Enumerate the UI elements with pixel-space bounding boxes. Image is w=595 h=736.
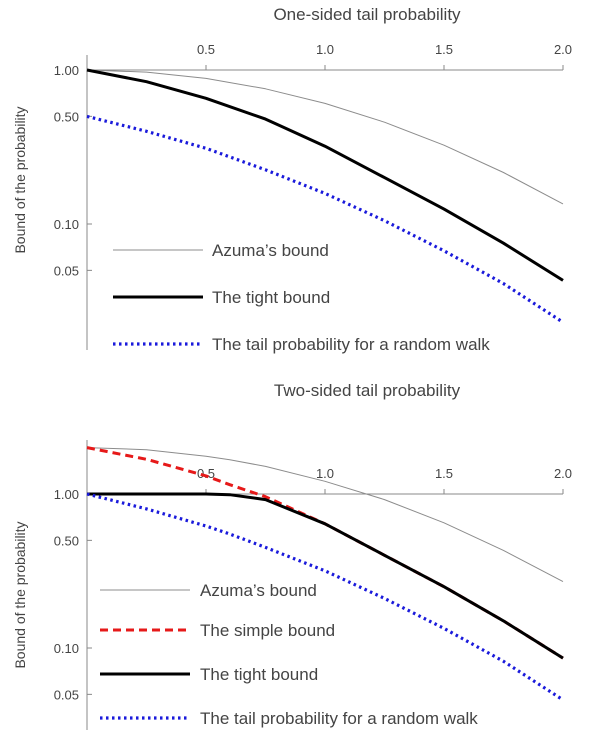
x-ticks: 0.5 1.0 1.5 2.0 — [197, 42, 572, 70]
y-tick-label: 0.50 — [54, 109, 79, 124]
x-tick-label: 1.0 — [316, 466, 334, 481]
y-ticks: 1.00 0.50 0.10 0.05 — [54, 487, 92, 702]
y-ticks: 1.00 0.50 0.10 0.05 — [54, 63, 92, 278]
chart-title: One-sided tail probability — [273, 5, 461, 24]
legend-label: The tight bound — [212, 288, 330, 307]
y-tick-label: 1.00 — [54, 487, 79, 502]
chart-one-sided: One-sided tail probability Bound of the … — [12, 5, 572, 354]
x-tick-label: 0.5 — [197, 466, 215, 481]
chart-title: Two-sided tail probability — [274, 381, 461, 400]
series-group — [86, 446, 564, 702]
y-tick-label: 0.10 — [54, 641, 79, 656]
series-line-2 — [86, 114, 564, 324]
x-tick-label: 1.5 — [435, 42, 453, 57]
y-tick-label: 1.00 — [54, 63, 79, 78]
y-axis-label: Bound of the probability — [12, 521, 28, 668]
legend-label: Azuma’s bound — [212, 241, 329, 260]
x-ticks: 0.5 1.0 1.5 2.0 — [197, 466, 572, 494]
legend-label: The tight bound — [200, 665, 318, 684]
x-tick-label: 2.0 — [554, 42, 572, 57]
legend-label: The simple bound — [200, 621, 335, 640]
y-axis-label: Bound of the probability — [12, 106, 28, 253]
chart-two-sided: Two-sided tail probability Bound of the … — [12, 381, 572, 730]
legend: Azuma’s bound The tight bound The tail pro… — [113, 241, 490, 354]
legend-label: The tail probability for a random walk — [212, 335, 490, 354]
series-line-2 — [87, 492, 564, 660]
x-tick-label: 1.0 — [316, 42, 334, 57]
series-line-3 — [86, 492, 564, 702]
legend: Azuma’s bound The simple bound The tight b… — [100, 581, 478, 728]
legend-label: The tail probability for a random walk — [200, 709, 478, 728]
series-line-1 — [86, 68, 564, 282]
y-tick-label: 0.05 — [54, 687, 79, 702]
x-tick-label: 2.0 — [554, 466, 572, 481]
series-line-0 — [86, 447, 564, 583]
y-tick-label: 0.10 — [54, 217, 79, 232]
y-tick-label: 0.05 — [54, 263, 79, 278]
series-group — [86, 68, 564, 324]
legend-label: Azuma’s bound — [200, 581, 317, 600]
y-tick-label: 0.50 — [54, 533, 79, 548]
x-tick-label: 1.5 — [435, 466, 453, 481]
series-line-0 — [86, 69, 564, 205]
x-tick-label: 0.5 — [197, 42, 215, 57]
